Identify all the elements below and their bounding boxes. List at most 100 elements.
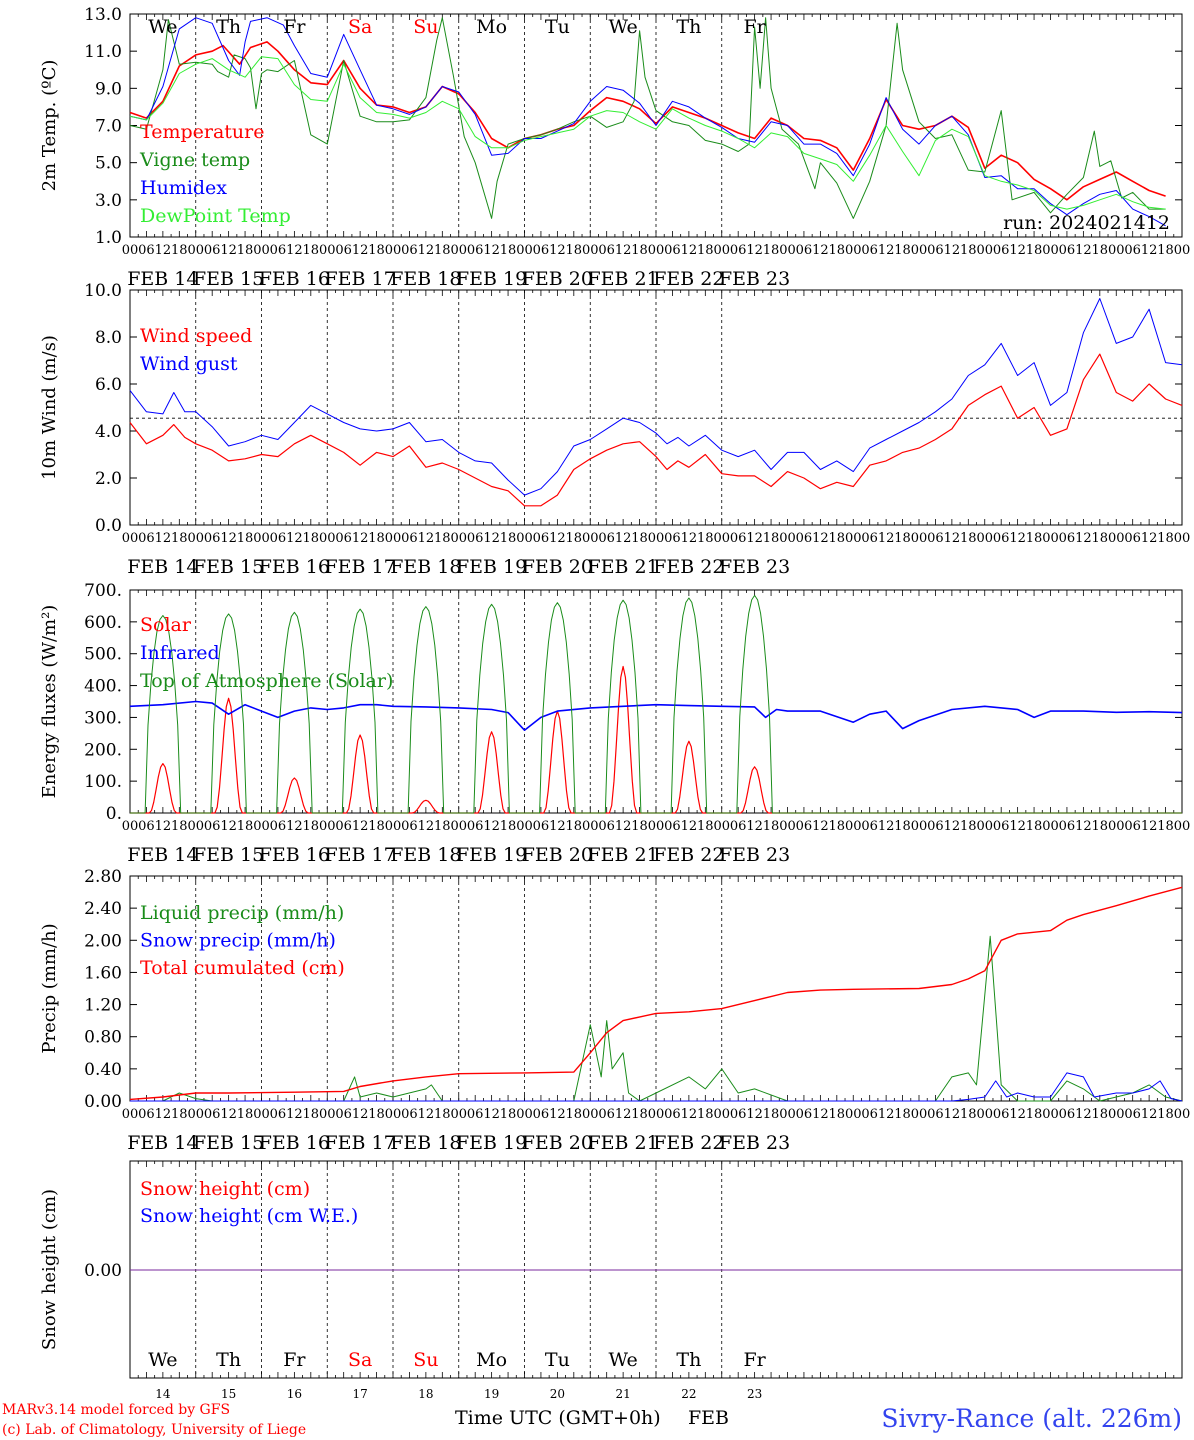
hour-tick-label: 06: [335, 531, 352, 546]
legend-entry: Snow height (cm): [140, 1178, 310, 1200]
hour-tick-label: 06: [138, 531, 155, 546]
hour-tick-label: 00: [122, 531, 139, 546]
y-tick-label: 7.0: [95, 117, 122, 137]
weekday-label: We: [148, 16, 177, 38]
hour-tick-label: 18: [368, 243, 385, 258]
legend-entry: Liquid precip (mm/h): [140, 902, 344, 924]
hour-tick-label: 00: [319, 243, 336, 258]
y-tick-label: 0.40: [84, 1060, 122, 1080]
hour-tick-label: 06: [533, 243, 550, 258]
y-tick-label: 100.: [84, 772, 122, 792]
hour-tick-label: 00: [253, 531, 270, 546]
hour-tick-label: 12: [352, 819, 369, 834]
hour-tick-label: 18: [434, 531, 451, 546]
hour-tick-label: 12: [483, 819, 500, 834]
y-tick-label: 2.00: [84, 931, 122, 951]
chart-panel-5: 0.00 Snow height (cm) Snow height (cm) Snow…: [39, 1160, 1183, 1401]
date-label: FEB 16: [259, 844, 330, 866]
hour-tick-label: 06: [796, 1107, 813, 1122]
day-number-label: 15: [221, 1387, 236, 1401]
hour-tick-label: 00: [845, 1107, 862, 1122]
hour-tick-label: 18: [829, 243, 846, 258]
hour-tick-label: 18: [960, 819, 977, 834]
hour-tick-label: 06: [1059, 243, 1076, 258]
hour-tick-label: 12: [615, 531, 632, 546]
hour-tick-label: 12: [155, 1107, 172, 1122]
day-number-label: 19: [484, 1387, 499, 1401]
hour-tick-label: 06: [1124, 531, 1141, 546]
hour-tick-label: 00: [253, 1107, 270, 1122]
hour-tick-label: 12: [286, 819, 303, 834]
hour-tick-label: 12: [286, 1107, 303, 1122]
hour-tick-label: 00: [1174, 1107, 1191, 1122]
y-tick-label: 300.: [84, 708, 122, 728]
hour-tick-label: 06: [335, 819, 352, 834]
hour-tick-label: 06: [730, 1107, 747, 1122]
hour-tick-label: 12: [220, 1107, 237, 1122]
series-line-dewpoint-temp: [129, 56, 1166, 210]
hour-tick-label: 18: [303, 243, 320, 258]
y-tick-label: 3.0: [95, 191, 122, 211]
hour-tick-label: 06: [1124, 243, 1141, 258]
hour-tick-label: 12: [812, 531, 829, 546]
hour-tick-label: 12: [878, 1107, 895, 1122]
hour-tick-label: 00: [319, 1107, 336, 1122]
day-number-label: 14: [155, 1387, 171, 1401]
legend-entry: Solar: [140, 614, 192, 636]
y-tick-label: 500.: [84, 645, 122, 665]
hour-tick-label: 00: [713, 1107, 730, 1122]
hour-tick-label: 00: [450, 1107, 467, 1122]
hour-tick-label: 12: [220, 531, 237, 546]
series-line-temperature: [129, 41, 1166, 201]
hour-tick-label: 06: [796, 819, 813, 834]
hour-tick-label: 06: [861, 243, 878, 258]
hour-tick-label: 18: [500, 243, 517, 258]
hour-tick-label: 06: [664, 243, 681, 258]
hour-tick-label: 12: [878, 243, 895, 258]
hour-tick-label: 12: [1141, 531, 1158, 546]
hour-tick-label: 12: [352, 243, 369, 258]
date-label: FEB 23: [719, 844, 790, 866]
hour-tick-label: 12: [944, 1107, 961, 1122]
series-line-total-cumulated-cm: [129, 886, 1183, 1101]
hour-tick-label: 06: [927, 819, 944, 834]
date-label: FEB 16: [259, 268, 330, 290]
hour-tick-label: 00: [1174, 531, 1191, 546]
date-label: FEB 16: [259, 1132, 330, 1154]
hour-tick-label: 12: [615, 243, 632, 258]
hour-tick-label: 06: [598, 819, 615, 834]
hour-tick-label: 18: [697, 819, 714, 834]
weekday-label: We: [148, 1349, 177, 1371]
hour-tick-label: 06: [1059, 819, 1076, 834]
hour-tick-label: 06: [204, 1107, 221, 1122]
hour-tick-label: 06: [467, 819, 484, 834]
hour-tick-label: 00: [582, 1107, 599, 1122]
y-tick-label: 200.: [84, 740, 122, 760]
hour-tick-label: 06: [598, 1107, 615, 1122]
hour-tick-label: 18: [237, 1107, 254, 1122]
hour-tick-label: 18: [434, 819, 451, 834]
y-axis-label: Energy fluxes (W/m²): [39, 605, 60, 799]
hour-tick-label: 12: [746, 243, 763, 258]
hour-tick-label: 12: [746, 1107, 763, 1122]
hour-tick-label: 00: [582, 243, 599, 258]
date-label: FEB 23: [719, 1132, 790, 1154]
hour-tick-label: 06: [861, 1107, 878, 1122]
y-tick-label: 0.00: [84, 1261, 122, 1281]
hour-tick-label: 18: [171, 531, 188, 546]
hour-tick-label: 18: [1157, 243, 1174, 258]
date-label: FEB 15: [193, 556, 264, 578]
hour-tick-label: 00: [1042, 819, 1059, 834]
hour-tick-label: 00: [187, 531, 204, 546]
hour-tick-label: 06: [664, 531, 681, 546]
hour-tick-label: 06: [730, 243, 747, 258]
hour-tick-label: 06: [335, 1107, 352, 1122]
hour-tick-label: 00: [1108, 1107, 1125, 1122]
y-tick-label: 0.: [106, 804, 122, 824]
hour-tick-label: 06: [993, 1107, 1010, 1122]
day-number-label: 18: [418, 1387, 433, 1401]
hour-tick-label: 12: [944, 531, 961, 546]
location-title: Sivry-Rance (alt. 226m): [881, 1404, 1182, 1433]
y-axis-label: Precip (mm/h): [39, 923, 60, 1053]
date-label: FEB 15: [193, 268, 264, 290]
